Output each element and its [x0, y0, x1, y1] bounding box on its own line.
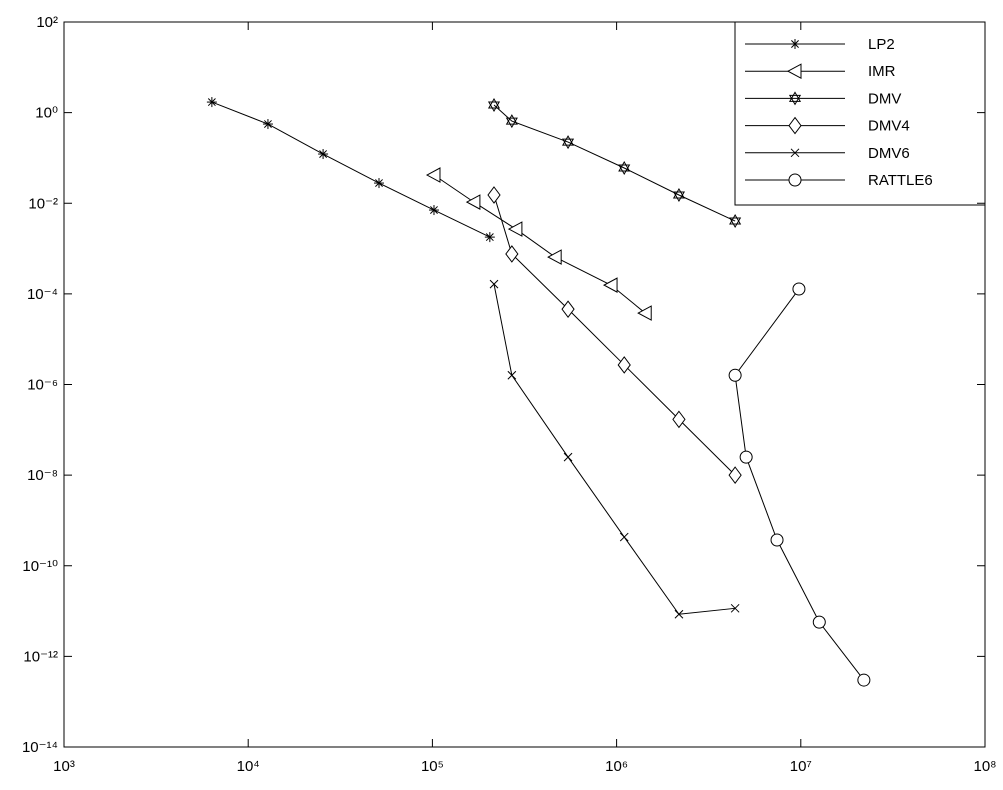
y-tick-label: 10⁻¹⁴	[22, 739, 58, 756]
series-line	[494, 284, 735, 614]
marker-shape	[729, 369, 741, 381]
data-point	[793, 283, 805, 295]
x-tick-label: 10⁴	[237, 758, 260, 775]
marker-shape	[673, 411, 685, 427]
legend-box	[735, 22, 985, 205]
marker-shape	[489, 99, 499, 108]
data-point	[562, 301, 574, 317]
y-tick-label: 10⁻²	[28, 195, 58, 212]
data-point	[858, 674, 870, 686]
data-point	[673, 411, 685, 427]
data-point	[263, 119, 273, 129]
data-point	[374, 178, 384, 188]
data-point	[638, 306, 651, 320]
data-point	[620, 533, 628, 541]
data-point	[729, 467, 741, 483]
series-line	[735, 289, 864, 680]
legend-label: DMV	[868, 90, 901, 107]
legend-marker	[790, 39, 800, 49]
x-tick-label: 10⁵	[421, 758, 444, 775]
data-point	[490, 280, 498, 288]
series-line	[212, 102, 490, 237]
data-point	[467, 195, 480, 209]
marker-shape	[488, 187, 500, 203]
marker-shape	[467, 195, 480, 209]
marker-shape	[771, 534, 783, 546]
data-point	[488, 187, 500, 203]
data-point	[318, 149, 328, 159]
x-tick-label: 10³	[53, 758, 75, 775]
data-point	[618, 357, 630, 373]
marker-shape	[793, 283, 805, 295]
data-point	[813, 616, 825, 628]
y-tick-label: 10⁻¹²	[23, 648, 58, 665]
y-tick-label: 10⁻⁸	[27, 467, 58, 484]
x-tick-label: 10⁸	[973, 758, 996, 775]
marker-shape	[489, 102, 499, 111]
y-tick-label: 10⁰	[35, 105, 58, 122]
legend-marker	[789, 174, 801, 186]
marker-shape	[618, 357, 630, 373]
data-point	[508, 371, 516, 379]
data-point	[485, 232, 495, 242]
series-line	[434, 175, 645, 313]
data-point	[771, 534, 783, 546]
data-point	[427, 168, 440, 182]
marker-shape	[548, 250, 561, 264]
marker-shape	[509, 222, 522, 236]
data-point	[548, 250, 561, 264]
data-point	[509, 222, 522, 236]
series-line	[494, 105, 735, 221]
y-tick-label: 10²	[36, 14, 58, 31]
marker-shape	[789, 174, 801, 186]
data-point	[730, 215, 740, 227]
legend-label: RATTLE6	[868, 172, 933, 189]
marker-shape	[506, 246, 518, 262]
chart: 10⁻¹⁴ 10⁻¹² 10⁻¹⁰ 10⁻⁸ 10⁻⁶ 10⁻⁴ 10⁻² 10⁰ 10² 10³…	[0, 0, 1003, 785]
y-tick-label: 10⁻¹⁰	[22, 558, 58, 575]
marker-shape	[740, 451, 752, 463]
data-point	[506, 246, 518, 262]
legend-label: DMV6	[868, 145, 910, 162]
y-tick-label: 10⁻⁴	[27, 286, 58, 303]
marker-shape	[604, 278, 617, 292]
x-tick-label: 10⁶	[605, 758, 628, 775]
data-point	[729, 369, 741, 381]
marker-shape	[427, 168, 440, 182]
data-point	[429, 205, 439, 215]
marker-shape	[813, 616, 825, 628]
series-line	[494, 195, 735, 475]
data-point	[740, 451, 752, 463]
marker-shape	[638, 306, 651, 320]
legend-label: DMV4	[868, 118, 910, 135]
y-tick-label: 10⁻⁶	[27, 377, 58, 394]
data-point	[564, 453, 572, 461]
marker-shape	[562, 301, 574, 317]
marker-shape	[729, 467, 741, 483]
legend-label: IMR	[868, 63, 896, 80]
marker-shape	[858, 674, 870, 686]
data-point	[604, 278, 617, 292]
legend-label: LP2	[868, 36, 895, 53]
data-point	[207, 97, 217, 107]
x-tick-label: 10⁷	[790, 758, 812, 775]
